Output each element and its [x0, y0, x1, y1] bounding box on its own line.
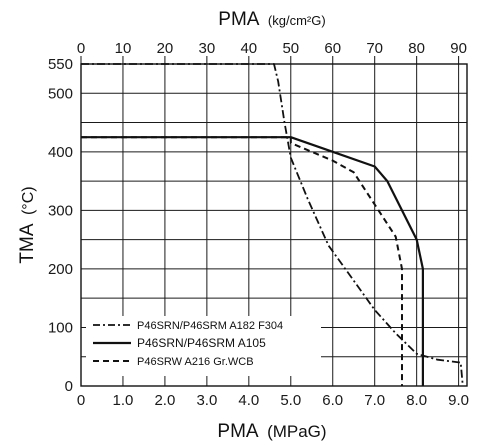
x-bottom-axis-title: PMA (MPaG): [217, 421, 326, 442]
x-bottom-tick-label: 2.0: [154, 392, 175, 409]
y-tick-label: 550: [48, 56, 73, 73]
series-line-0: [81, 63, 464, 387]
x-bottom-tick-label: 6.0: [322, 392, 343, 409]
legend-label-1: P46SRN/P46SRM A105: [137, 336, 266, 350]
x-top-tick-label: 30: [199, 40, 216, 57]
x-top-tick-label: 90: [450, 40, 467, 57]
x-bottom-tick-label: 9.0: [448, 392, 469, 409]
legend-label-0: P46SRN/P46SRM A182 F304: [137, 320, 283, 332]
y-tick-label: 200: [48, 261, 73, 278]
series-line-2: [81, 136, 403, 386]
x-top-axis-title: PMA (kg/cm²G): [218, 9, 325, 30]
x-top-tick-label: 60: [324, 40, 341, 57]
x-top-tick-label: 70: [366, 40, 383, 57]
x-top-tick-label: 80: [408, 40, 425, 57]
series-lines: [81, 63, 464, 387]
legend: P46SRN/P46SRM A182 F304 P46SRN/P46SRM A1…: [86, 316, 321, 376]
legend-background: [86, 316, 321, 376]
x-bottom-tick-label: 7.0: [364, 392, 385, 409]
x-top-tick-label: 20: [157, 40, 174, 57]
x-top-tick-label: 50: [282, 40, 299, 57]
x-bottom-tick-label: 8.0: [406, 392, 427, 409]
series-line-1: [81, 136, 424, 386]
x-top-tick-label: 10: [115, 40, 132, 57]
legend-label-2: P46SRW A216 Gr.WCB: [137, 356, 254, 368]
x-bottom-tick-label: 4.0: [238, 392, 259, 409]
x-top-tick-label: 40: [240, 40, 257, 57]
x-bottom-tick-label: 0: [77, 392, 85, 409]
y-tick-label: 300: [48, 202, 73, 219]
y-tick-label: 500: [48, 85, 73, 102]
x-bottom-tick-label: 3.0: [196, 392, 217, 409]
x-bottom-tick-label: 1.0: [113, 392, 134, 409]
x-bottom-tick-label: 5.0: [280, 392, 301, 409]
x-top-tick-label: 0: [77, 40, 85, 57]
y-axis-title: TMA (°C): [17, 186, 38, 263]
tick-labels: 0 1.0 2.0 3.0 4.0 5.0 6.0 7.0 8.0 9.0 0 10 20 30 40 50 6…: [48, 40, 469, 409]
y-tick-label: 0: [65, 378, 73, 395]
y-tick-label: 400: [48, 144, 73, 161]
y-tick-label: 100: [48, 319, 73, 336]
